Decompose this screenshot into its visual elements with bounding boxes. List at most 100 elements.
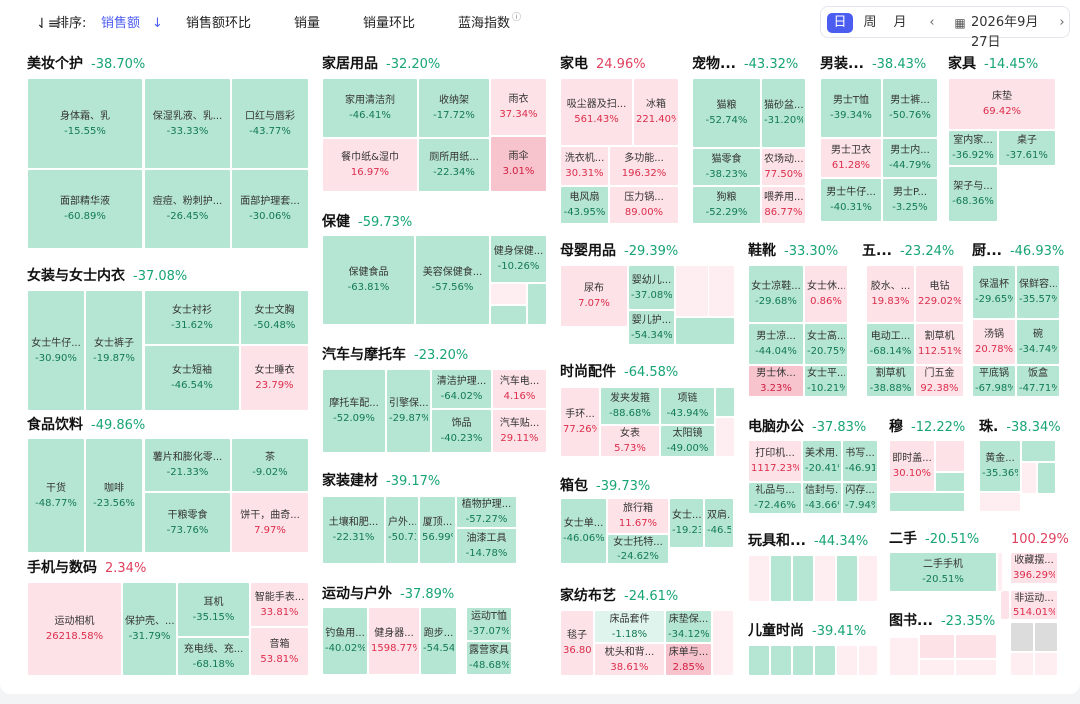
treemap-cell[interactable]: 保护壳、... -31.79% bbox=[122, 582, 177, 676]
treemap-cell[interactable]: 手环... 77.26% bbox=[560, 387, 600, 457]
treemap-cell[interactable]: 发夹发箍 -88.68% bbox=[600, 387, 660, 425]
treemap-cell-small[interactable] bbox=[814, 645, 836, 676]
treemap-cell-small[interactable] bbox=[889, 637, 919, 676]
treemap-cell-small[interactable] bbox=[858, 645, 878, 676]
treemap-cell[interactable]: 女士牛仔... -30.90% bbox=[27, 290, 85, 411]
treemap-cell[interactable]: 男士休... 3.23% bbox=[748, 365, 804, 397]
treemap-cell[interactable]: 保健食品 -63.81% bbox=[322, 235, 415, 325]
treemap-cell[interactable]: 室内家... -36.92% bbox=[948, 130, 998, 166]
treemap-cell[interactable]: 洗衣机... 30.31% bbox=[560, 146, 609, 186]
category-header[interactable]: 儿童时尚 -39.41% bbox=[748, 622, 873, 641]
treemap-cell[interactable]: 土壤和肥... -22.31% bbox=[322, 496, 385, 564]
sort-icon[interactable]: ⇃≡ bbox=[36, 16, 60, 32]
treemap-cell[interactable]: 男士P... -3.25% bbox=[882, 178, 938, 222]
category-header[interactable]: 玩具和... -44.34% bbox=[748, 532, 878, 551]
treemap-cell-small[interactable] bbox=[770, 555, 792, 602]
category-header[interactable]: 100.29% bbox=[1003, 530, 1080, 549]
category-header[interactable]: 家装建材 -39.17% bbox=[322, 472, 542, 491]
treemap-cell[interactable]: 摩托车配... -52.09% bbox=[322, 369, 386, 453]
treemap-cell[interactable]: 女士文胸 -50.48% bbox=[240, 290, 309, 345]
treemap-cell[interactable]: 音箱 53.81% bbox=[250, 627, 309, 676]
treemap-cell[interactable]: 保湿乳液、乳... -33.33% bbox=[144, 78, 231, 169]
treemap-cell[interactable]: 女士单... -46.06% bbox=[560, 498, 607, 564]
treemap-cell[interactable]: 汤锅 20.78% bbox=[972, 319, 1016, 365]
treemap-cell-small[interactable] bbox=[935, 472, 965, 492]
treemap-cell[interactable]: 床垫 69.42% bbox=[948, 78, 1056, 130]
view-month-button[interactable]: 月 bbox=[893, 15, 907, 30]
view-day-button[interactable]: 日 bbox=[827, 13, 853, 33]
treemap-cell[interactable]: 黄金... -35.36% bbox=[979, 440, 1021, 492]
metric-tab-volume-mom[interactable]: 销量环比 bbox=[363, 16, 416, 31]
treemap-cell[interactable]: 运动相机 26218.58% bbox=[27, 582, 122, 676]
treemap-cell[interactable]: 冰箱 221.40% bbox=[633, 78, 679, 146]
treemap-cell[interactable]: 干粮零食 -73.76% bbox=[144, 492, 231, 553]
treemap-cell-small[interactable] bbox=[770, 645, 792, 676]
treemap-cell-small[interactable] bbox=[708, 265, 735, 317]
treemap-cell-small[interactable] bbox=[1000, 590, 1010, 620]
treemap-cell[interactable]: 碗 -34.74% bbox=[1016, 319, 1060, 365]
treemap-cell[interactable]: 雨衣 37.34% bbox=[490, 78, 547, 136]
treemap-cell-small[interactable] bbox=[955, 659, 997, 676]
treemap-cell[interactable]: 女士平... -10.21% bbox=[804, 365, 848, 397]
treemap-cell-small[interactable] bbox=[715, 417, 735, 457]
treemap-cell-small[interactable] bbox=[1034, 622, 1058, 652]
treemap-cell[interactable]: 智能手表... 33.81% bbox=[250, 582, 309, 627]
treemap-cell-small[interactable] bbox=[935, 440, 965, 472]
next-date-icon[interactable]: › bbox=[1059, 15, 1065, 30]
treemap-cell[interactable]: 床品套件 -1.18% bbox=[594, 610, 665, 643]
treemap-cell-small[interactable] bbox=[955, 634, 997, 659]
treemap-cell[interactable]: 油漆工具 -14.78% bbox=[456, 528, 517, 564]
treemap-cell[interactable]: 男士内... -44.79% bbox=[882, 138, 938, 178]
treemap-cell[interactable]: 钓鱼用... -40.02% bbox=[322, 607, 368, 675]
category-header[interactable]: 食品饮料 -49.86% bbox=[27, 416, 277, 435]
treemap-cell[interactable]: 电钻 229.02% bbox=[915, 265, 964, 323]
treemap-cell[interactable]: 猫砂盆... -31.20% bbox=[761, 78, 806, 148]
treemap-cell[interactable]: 美术用... -20.41% bbox=[802, 440, 842, 482]
calendar-icon[interactable]: ▦ bbox=[954, 16, 966, 30]
treemap-cell[interactable]: 女士睡衣 23.79% bbox=[240, 345, 309, 411]
category-header[interactable]: 时尚配件 -64.58% bbox=[560, 363, 720, 382]
treemap-cell[interactable]: 引擎保... -29.87% bbox=[386, 369, 431, 453]
metric-tab-sales[interactable]: 销售额 bbox=[101, 16, 141, 31]
treemap-cell[interactable]: 压力锅... 89.00% bbox=[609, 186, 679, 224]
treemap-cell[interactable]: 猫零食 -38.23% bbox=[692, 148, 761, 186]
treemap-cell[interactable]: 电风扇 -43.95% bbox=[560, 186, 609, 224]
treemap-cell-small[interactable] bbox=[792, 645, 814, 676]
treemap-cell[interactable]: 女士托特... -24.62% bbox=[607, 534, 669, 564]
treemap-cell-small[interactable] bbox=[490, 305, 527, 325]
treemap-cell[interactable]: 露营家具 -48.68% bbox=[466, 641, 512, 675]
treemap-cell[interactable]: 尿布 7.07% bbox=[560, 265, 628, 327]
treemap-cell[interactable]: 家用清洁剂 -46.41% bbox=[322, 78, 418, 138]
category-header[interactable]: 穆 -12.22% bbox=[889, 418, 979, 437]
category-header[interactable]: 图书... -23.35% bbox=[889, 612, 999, 631]
category-header[interactable]: 手机与数码 2.34% bbox=[27, 559, 277, 578]
treemap-cell[interactable]: 婴幼儿... -37.08% bbox=[628, 265, 675, 310]
treemap-cell[interactable]: 礼品与... -72.46% bbox=[748, 482, 802, 514]
category-header[interactable]: 家居用品 -32.20% bbox=[322, 55, 542, 74]
treemap-cell[interactable]: 胶水、... 19.83% bbox=[866, 265, 915, 323]
treemap-cell[interactable]: 运动T恤 -37.07% bbox=[466, 607, 512, 641]
metric-tab-volume[interactable]: 销量 bbox=[294, 16, 321, 31]
treemap-cell[interactable]: 双肩... -46.58% bbox=[704, 498, 734, 548]
category-header[interactable]: 鞋靴 -33.30% bbox=[748, 242, 858, 261]
treemap-cell[interactable]: 二手手机 -20.51% bbox=[889, 552, 997, 592]
sort-desc-arrow-icon[interactable]: ↓ bbox=[152, 16, 163, 31]
treemap-cell[interactable]: 饼干，曲奇... 7.97% bbox=[231, 492, 309, 553]
treemap-cell[interactable]: 门五金 92.38% bbox=[915, 365, 964, 397]
category-header[interactable]: 母婴用品 -29.39% bbox=[560, 242, 720, 261]
treemap-cell[interactable]: 女士休... 0.86% bbox=[804, 265, 848, 323]
treemap-cell-small[interactable] bbox=[836, 555, 858, 602]
treemap-cell[interactable]: 男士裤... -50.76% bbox=[882, 78, 938, 138]
category-header[interactable]: 美妆个护 -38.70% bbox=[27, 55, 277, 74]
category-header[interactable]: 女装与女士内衣 -37.08% bbox=[27, 267, 277, 286]
treemap-cell[interactable]: 平底锅 -67.98% bbox=[972, 365, 1016, 397]
treemap-cell[interactable]: 饭盒 -47.71% bbox=[1016, 365, 1060, 397]
treemap-cell-small[interactable] bbox=[748, 555, 770, 602]
treemap-cell[interactable]: 耳机 -35.15% bbox=[177, 582, 250, 637]
treemap-cell[interactable]: 茶 -9.02% bbox=[231, 438, 309, 492]
category-header[interactable]: 保健 -59.73% bbox=[322, 213, 542, 232]
treemap-cell-small[interactable] bbox=[1021, 440, 1056, 462]
metric-tab-blue-ocean[interactable]: 蓝海指数 bbox=[458, 16, 511, 31]
treemap-cell-small[interactable] bbox=[1010, 652, 1034, 676]
treemap-cell[interactable]: 女士凉鞋... -29.68% bbox=[748, 265, 804, 323]
